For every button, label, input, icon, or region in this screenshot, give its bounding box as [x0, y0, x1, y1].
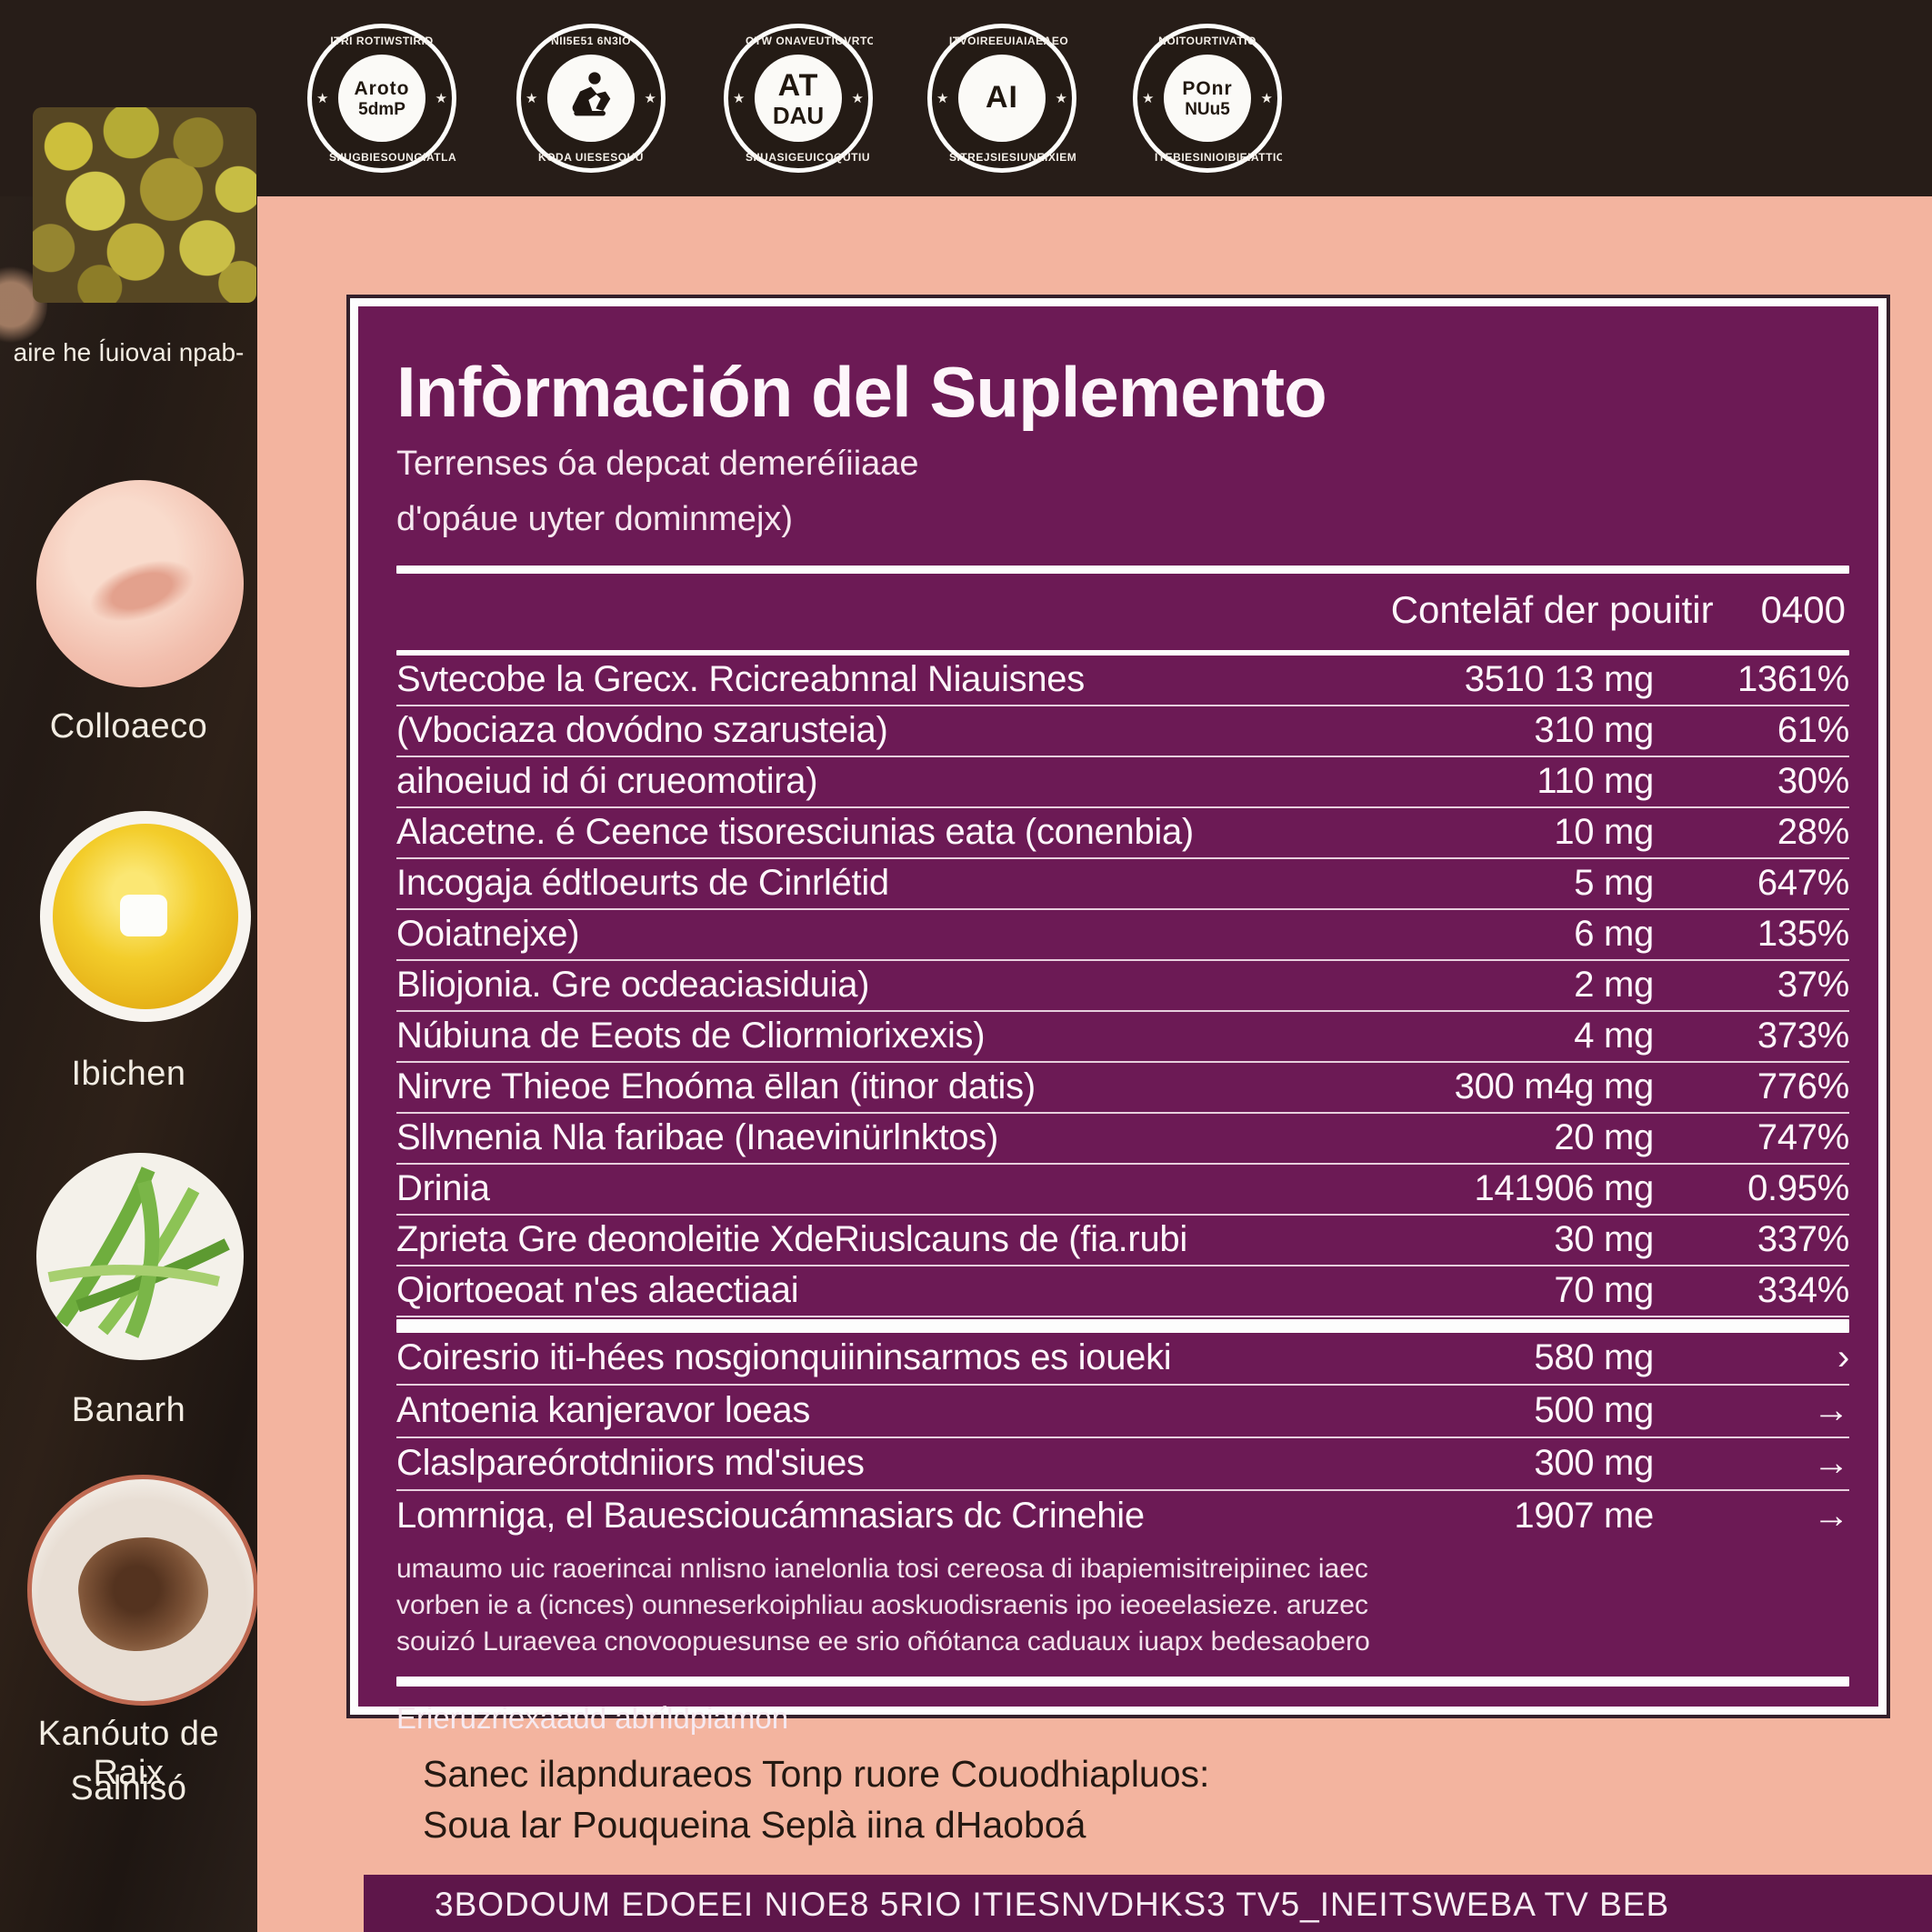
nutrient-table: Svtecobe la Grecx. Rcicreabnnal Niauisne… [396, 656, 1849, 1317]
ingredient-label: Ibichen [71, 1055, 186, 1093]
ingredient-photo-grass [36, 1153, 244, 1360]
badge-center-text: Aroto [354, 77, 410, 99]
star-icon: ★ [1142, 91, 1155, 106]
table-row: aihoeiud id ói crueomotira) 110 mg 30% [396, 757, 1849, 808]
certification-badge: NOITOURTIVATIO ITEBIESINIOIBIEIATTIO ★ ★… [1133, 24, 1282, 173]
panel-subtitle: Terrenses óa depcat demeréíiiaae [396, 444, 919, 483]
ingredient-photo-berries [33, 107, 256, 303]
table-row: (Vbociaza dovódno szarusteia) 310 mg 61% [396, 706, 1849, 757]
badge-ring-text: ITRI ROTIWSTIRID [330, 35, 434, 47]
badge-ring-text: SIIUGBIESOUNGIATLA [329, 151, 456, 164]
dagger-arrow: → [1813, 1443, 1849, 1484]
column-header-label: Contelāf der pouitir [1390, 587, 1714, 631]
manufacturer-line: Soua lar Pouqueina Seplà iina dHaoboá [423, 1804, 1086, 1846]
divider [396, 565, 1849, 574]
column-header-value: 0400 [1760, 587, 1846, 631]
table-row: Svtecobe la Grecx. Rcicreabnnal Niauisne… [396, 656, 1849, 706]
manufacturer-line: Sanec ilapnduraeos Tonp ruore Couodhiapl… [423, 1753, 1210, 1795]
ingredient-label: Colloaeco [49, 707, 208, 746]
bottom-note: Erieruzriexaadd abríldpiamon [396, 1700, 789, 1735]
table-row: Antoenia kanjeravor loeas 500 mg → [396, 1386, 1849, 1438]
badge-center-text: AI [986, 79, 1018, 115]
star-icon: ★ [316, 91, 329, 106]
table-row: Bliojonia. Gre ocdeaciasiduia) 2 mg 37% [396, 961, 1849, 1012]
dagger-arrow: → [1813, 1390, 1849, 1431]
bottom-bar: 3BODOUM EDOEEI NIOE8 5RIO ITIES NVDHKS3 … [364, 1875, 1932, 1932]
scooter-rider-icon [562, 67, 620, 129]
panel-title: Infòrmación del Suplemento [396, 352, 1327, 432]
badge-center-text: AT [777, 67, 819, 103]
star-icon: ★ [851, 91, 864, 106]
certification-badge: ITVOIREEUIAIAEAEO SITREJSIESIUNEIXIEM ★ … [927, 24, 1076, 173]
table-row: Alacetne. é Ceence tisoresciunias eata (… [396, 808, 1849, 859]
ingredient-label: Banarh [71, 1391, 186, 1429]
ingredient-photo-peach [36, 480, 244, 687]
bottom-bar-text-right: NVDHKS3 TV5_INEITSWEBA TV BEB [1060, 1886, 1670, 1923]
certification-badge: ITRI ROTIWSTIRID SIIUGBIESOUNGIATLA ★ ★ … [307, 24, 456, 173]
badge-ring-text: KODA UIESESOUU [538, 151, 644, 164]
certification-badge: OTW ONAVEUTIOVRTO SIIUASIGEUICOQUTIU ★ ★… [724, 24, 873, 173]
star-icon: ★ [435, 91, 447, 106]
top-dark-band: ITRI ROTIWSTIRID SIIUGBIESOUNGIATLA ★ ★ … [0, 0, 1932, 196]
certification-badge: NII5E51 6N3IO KODA UIESESOUU ★ ★ [516, 24, 666, 173]
bottom-bar-text-left: 3BODOUM EDOEEI NIOE8 5RIO ITIES [435, 1886, 1061, 1923]
badge-ring-text: ITVOIREEUIAIAEAEO [949, 35, 1069, 47]
badge-ring-text: SIIUASIGEUICOQUTIU [746, 151, 871, 164]
table-row: Qiortoeoat n'es alaectiaai 70 mg 334% [396, 1266, 1849, 1317]
badge-ring-text: NII5E51 6N3IO [551, 35, 631, 47]
divider [396, 649, 1849, 656]
table-row: Drinia 141906 mg 0.95% [396, 1165, 1849, 1216]
other-ingredients-table: Coiresrio iti-hées nosgionquiininsarmos … [396, 1333, 1849, 1542]
table-row: Claslpareórotdniiors md'siues 300 mg → [396, 1438, 1849, 1491]
star-icon: ★ [1260, 91, 1273, 106]
divider [396, 1676, 1849, 1687]
grass-blades-icon [47, 1166, 230, 1338]
pink-panel: Infòrmación del Suplemento Terrenses óa … [257, 196, 1932, 1932]
star-icon: ★ [936, 91, 949, 106]
table-row: Incogaja édtloeurts de Cinrlétid 5 mg 647% [396, 859, 1849, 910]
badge-ring-text: NOITOURTIVATIO [1158, 35, 1256, 47]
divider [396, 1318, 1849, 1333]
table-row: Nirvre Thieoe Ehoóma ēllan (itinor datis… [396, 1063, 1849, 1114]
badge-ring-text: ITEBIESINIOIBIEIATTIO [1155, 151, 1282, 164]
table-row: Ooiatnejxe) 6 mg 135% [396, 910, 1849, 961]
badge-ring-text: OTW ONAVEUTIOVRTO [746, 35, 873, 47]
footnote: umaumo uic raoerincai nnlisno ianelonlia… [396, 1553, 1370, 1657]
ingredient-label: aire he Íuiovai npab- [13, 338, 245, 366]
ingredient-label: Salnisó [70, 1769, 187, 1807]
table-row: Sllvnenia Nla faribae (Inaevinürlnktos) 2… [396, 1114, 1849, 1165]
star-icon: ★ [644, 91, 656, 106]
star-icon: ★ [1055, 91, 1067, 106]
badge-ring-text: SITREJSIESIUNEIXIEM [949, 151, 1076, 164]
star-icon: ★ [733, 91, 746, 106]
table-row: Núbiuna de Eeots de Cliormiorixexis) 4 mg… [396, 1012, 1849, 1063]
ingredient-label: Kanóuto de Raix [37, 1715, 220, 1792]
star-icon: ★ [526, 91, 538, 106]
panel-subtitle: d'opáue uyter dominmejx) [396, 500, 794, 539]
dagger-arrow: → [1813, 1496, 1849, 1537]
column-header: Contelāf der pouitir 0400 [396, 574, 1849, 643]
table-row: Lomrniga, el Bauescioucámnasiars dc Crin… [396, 1496, 1849, 1537]
badge-center-text: POnr [1182, 77, 1233, 99]
ingredient-photo-root [27, 1475, 258, 1706]
supplement-facts-box: Infòrmación del Suplemento Terrenses óa … [350, 298, 1887, 1735]
table-row: Zprieta Gre deonoleitie XdeRiuslcauns de… [396, 1216, 1849, 1266]
table-row: Coiresrio iti-hées nosgionquiininsarmos … [396, 1333, 1849, 1386]
dagger-arrow: › [1837, 1337, 1849, 1378]
ingredient-photo-yolk [40, 811, 251, 1022]
